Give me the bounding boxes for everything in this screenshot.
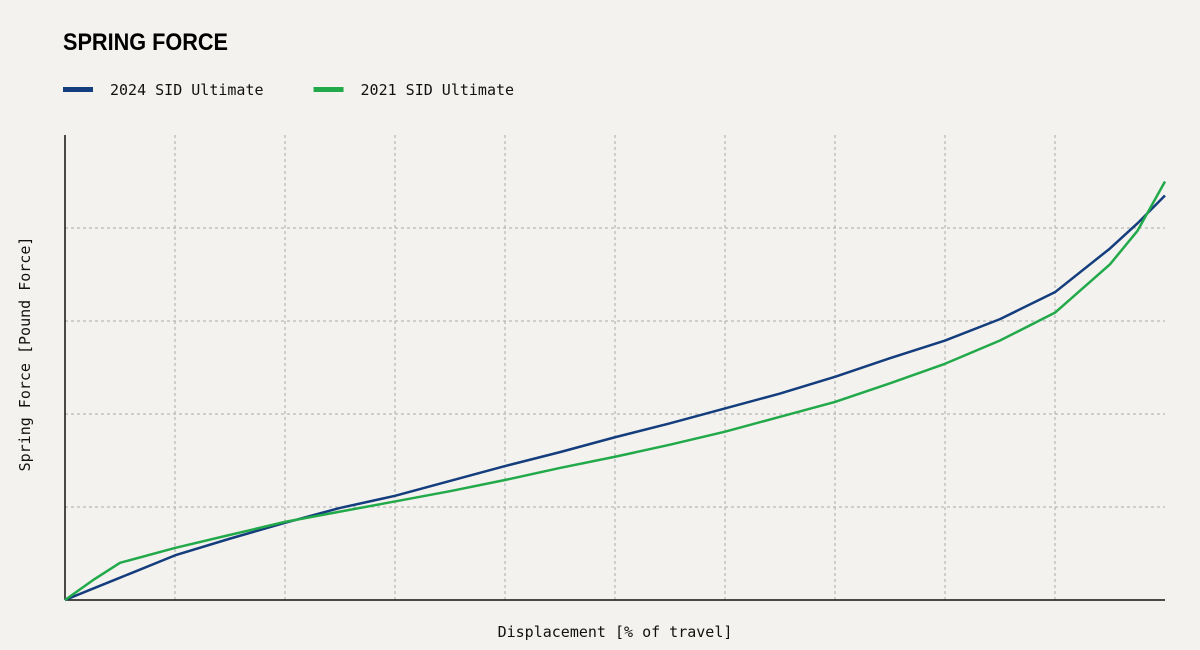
series-line: [64, 180, 1167, 602]
legend-swatch: [63, 87, 93, 92]
legend-label: 2021 SID Ultimate: [361, 81, 515, 99]
x-axis-label: Displacement [% of travel]: [498, 623, 733, 641]
legend-swatch: [313, 87, 344, 92]
y-axis-label: Spring Force [Pound Force]: [16, 237, 34, 472]
series-line: [64, 194, 1166, 602]
legend-label: 2024 SID Ultimate: [110, 81, 264, 99]
chart-title: SPRING FORCE: [63, 29, 228, 56]
